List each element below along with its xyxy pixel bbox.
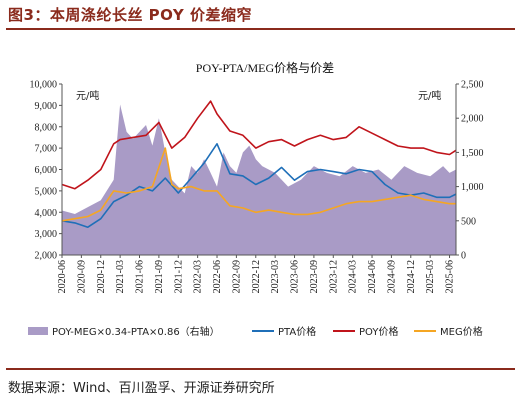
legend-label: POY-MEG×0.34-PTA×0.86（右轴）: [52, 325, 220, 338]
x-tick-label: 2024-12: [406, 260, 417, 293]
x-tick-label: 2023-09: [309, 260, 320, 293]
x-tick-label: 2022-12: [251, 260, 262, 293]
x-tick-label: 2020-12: [96, 260, 107, 293]
source-note: 数据来源：Wind、百川盈孚、开源证券研究所: [8, 381, 275, 396]
right-tick-label: 0: [461, 251, 466, 262]
legend-label: PTA价格: [278, 325, 316, 338]
x-tick-label: 2020-06: [57, 260, 68, 293]
meg-line: [61, 147, 456, 222]
x-tick-label: 2025-03: [425, 260, 436, 293]
title-rule: [6, 28, 515, 30]
x-tick-label: 2023-12: [328, 260, 339, 293]
legend-label: POY价格: [359, 325, 398, 338]
x-tick-label: 2021-06: [135, 260, 146, 293]
figure-title: 图3：本周涤纶长丝 POY 价差缩窄: [8, 6, 252, 24]
source-rule: [6, 368, 515, 370]
pta-line: [61, 143, 457, 228]
x-tick-label: 2020-09: [76, 260, 87, 293]
right-axis-unit: 元/吨: [418, 89, 441, 102]
legend-swatch: [28, 327, 48, 335]
right-tick-label: 1,500: [461, 148, 484, 159]
x-tick-label: 2022-06: [212, 260, 223, 293]
x-tick-label: 2024-09: [386, 260, 397, 293]
left-tick-label: 9,000: [35, 101, 58, 112]
right-tick-label: 2,500: [461, 80, 484, 91]
legend-item-spread: POY-MEG×0.34-PTA×0.86（右轴）: [28, 325, 220, 338]
left-tick-label: 5,000: [35, 186, 58, 197]
x-tick-label: 2021-03: [115, 260, 126, 293]
left-tick-label: 2,000: [35, 251, 58, 262]
poy-line: [61, 100, 457, 190]
left-tick-label: 3,000: [35, 229, 58, 240]
x-tick-label: 2021-09: [154, 260, 165, 293]
spread-area: [62, 104, 456, 255]
chart-title: POY-PTA/MEG价格与价差: [196, 60, 334, 75]
x-tick-label: 2023-03: [270, 260, 281, 293]
right-tick-label: 500: [461, 216, 476, 227]
x-tick-label: 2023-06: [290, 260, 301, 293]
price-lines-layer: [61, 100, 457, 228]
legend-label: MEG价格: [440, 325, 483, 338]
x-tick-label: 2024-06: [367, 260, 378, 293]
axes-layer: 2,000 3,000 4,000 5,000 6,000 7,000 8,000 9,000…: [30, 80, 484, 294]
left-axis-unit: 元/吨: [76, 89, 99, 102]
right-tick-label: 1,000: [461, 182, 484, 193]
legend-item-poy: POY价格: [333, 325, 398, 338]
left-tick-label: 6,000: [35, 165, 58, 176]
left-tick-label: 8,000: [35, 122, 58, 133]
spread-area-layer: [62, 104, 456, 255]
legend-item-pta: PTA价格: [252, 325, 316, 338]
x-tick-label: 2025-06: [445, 260, 456, 293]
legend-item-meg: MEG价格: [414, 325, 483, 338]
left-tick-label: 4,000: [35, 208, 58, 219]
left-tick-label: 7,000: [35, 144, 58, 155]
x-tick-label: 2024-03: [348, 260, 359, 293]
x-tick-label: 2021-12: [173, 260, 184, 293]
right-tick-label: 2,000: [461, 114, 484, 125]
x-tick-label: 2022-03: [193, 260, 204, 293]
legend: POY-MEG×0.34-PTA×0.86（右轴） PTA价格 POY价格 MEG价格: [28, 325, 483, 338]
left-tick-label: 10,000: [30, 80, 58, 91]
x-tick-label: 2022-09: [231, 260, 242, 293]
